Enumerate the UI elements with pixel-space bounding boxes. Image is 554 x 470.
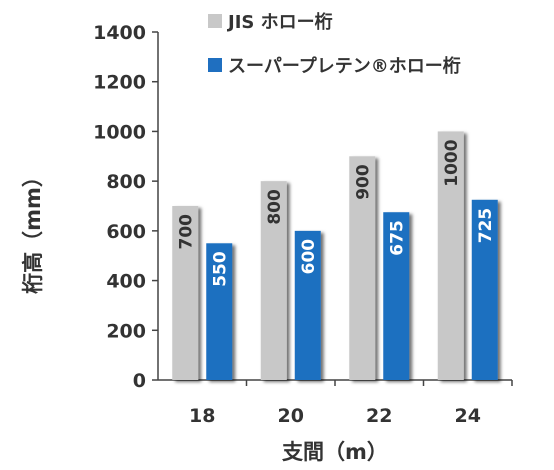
data-label: 725 xyxy=(476,208,496,244)
data-label: 550 xyxy=(210,251,230,287)
data-label: 600 xyxy=(299,239,319,275)
legend: JIS ホロー桁 スーパープレテン®ホロー桁 xyxy=(208,11,461,77)
y-tick-label: 1200 xyxy=(93,72,146,94)
x-tick-label: 24 xyxy=(455,405,481,427)
x-tick-label: 18 xyxy=(189,405,215,427)
data-label: 800 xyxy=(265,189,285,225)
y-tick-label: 0 xyxy=(133,370,146,392)
plot-area: 0 200 400 600 800 1000 1200 1400 18 700 550 20 800 60… xyxy=(93,22,513,427)
bar-jis-24 xyxy=(437,131,464,380)
bar-jis-20 xyxy=(260,181,287,380)
y-tick-label: 1000 xyxy=(93,121,146,143)
bar-jis-18 xyxy=(172,206,199,380)
x-tick-label: 22 xyxy=(366,405,392,427)
y-axis-title: 桁高（mm） xyxy=(21,166,45,294)
y-tick-label: 800 xyxy=(106,171,146,193)
y-tick-label: 200 xyxy=(106,320,146,342)
y-tick-label: 400 xyxy=(106,271,146,293)
data-label: 900 xyxy=(353,164,373,200)
y-tick-label: 1400 xyxy=(93,22,146,44)
x-tick-label: 20 xyxy=(278,405,304,427)
bar-super-preten-24 xyxy=(471,199,498,380)
legend-label-jis: JIS ホロー桁 xyxy=(226,11,333,33)
data-label: 700 xyxy=(176,214,196,250)
y-tick-label: 600 xyxy=(106,221,146,243)
data-label: 1000 xyxy=(442,139,462,186)
bar-super-preten-18 xyxy=(206,243,233,380)
bar-super-preten-20 xyxy=(294,230,321,380)
data-label: 675 xyxy=(387,220,407,256)
legend-swatch-jis xyxy=(208,14,222,28)
x-axis-title: 支間（m） xyxy=(282,440,388,464)
bar-jis-22 xyxy=(349,156,376,380)
legend-swatch-super-preten xyxy=(208,58,222,72)
bar-super-preten-22 xyxy=(383,212,410,380)
legend-label-super-preten: スーパープレテン®ホロー桁 xyxy=(228,55,461,77)
